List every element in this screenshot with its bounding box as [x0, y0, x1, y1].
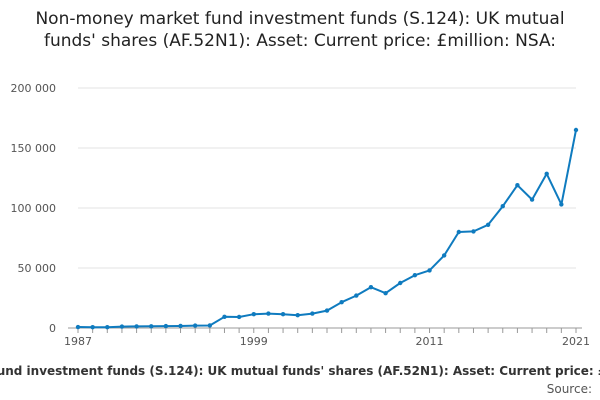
series-group [75, 127, 579, 330]
footer-caption: Non-money market fund investment funds (… [0, 364, 600, 380]
data-point [559, 202, 564, 207]
data-point [222, 314, 227, 320]
data-point [90, 324, 95, 330]
data-point [178, 323, 183, 329]
data-point [529, 197, 535, 202]
y-axis-ticks: 0 50 000 100 000 150 000 200 000 [11, 82, 57, 335]
data-point [544, 171, 549, 176]
y-tick-label: 200 000 [11, 82, 57, 95]
data-point [441, 253, 447, 258]
data-point [207, 323, 213, 328]
data-point [398, 280, 403, 286]
data-point [295, 312, 300, 318]
x-tick-label: 2011 [416, 335, 444, 348]
data-point [573, 127, 579, 133]
data-point [485, 222, 491, 227]
chart-title: Non-money market fund investment funds (… [35, 9, 565, 51]
data-point [266, 311, 271, 316]
y-tick-label: 0 [49, 322, 56, 335]
data-point [383, 291, 388, 296]
y-tick-label: 100 000 [11, 202, 57, 215]
data-point [368, 285, 374, 290]
y-tick-label: 50 000 [18, 262, 57, 275]
x-axis: 1987 1999 2011 2021 [64, 327, 590, 348]
data-point [310, 311, 315, 316]
data-point [105, 324, 110, 330]
data-point [339, 300, 344, 305]
series-line [77, 129, 577, 329]
data-point [427, 268, 432, 273]
x-tick-label: 1987 [64, 335, 92, 348]
data-point [192, 323, 198, 328]
data-point [149, 324, 154, 329]
data-point [324, 308, 330, 313]
data-point [251, 312, 256, 317]
data-point [412, 273, 418, 278]
footer-text: Non-money market fund investment funds (… [0, 364, 600, 378]
data-point [471, 229, 476, 234]
data-point [280, 312, 286, 317]
x-tick-label: 1999 [240, 335, 268, 348]
data-point [75, 324, 81, 330]
source-label: Source: [546, 382, 592, 396]
data-point [236, 314, 242, 320]
data-point [134, 324, 139, 329]
data-point [515, 183, 520, 188]
data-point [163, 323, 169, 329]
data-point [500, 204, 505, 209]
gridlines [78, 87, 576, 269]
data-point [456, 229, 462, 235]
x-tick-label: 2021 [562, 335, 590, 348]
data-point [354, 293, 359, 298]
y-tick-label: 150 000 [11, 142, 57, 155]
data-point [119, 324, 125, 329]
